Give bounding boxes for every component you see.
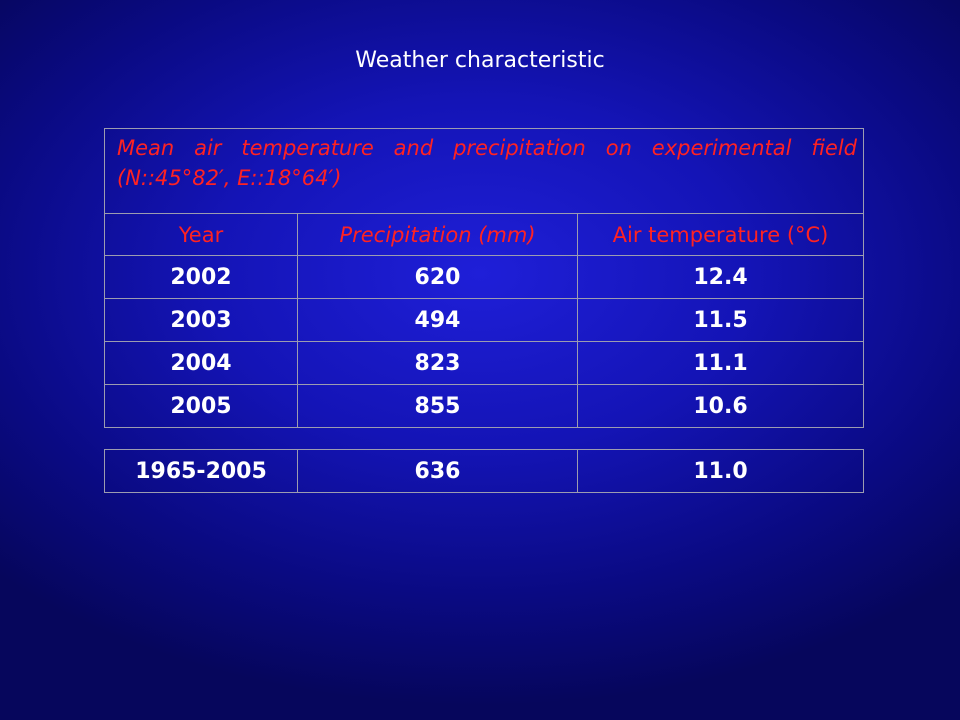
temperature-cell: 12.4 — [576, 255, 865, 299]
temperature-cell: 11.5 — [576, 298, 865, 342]
weather-table: Mean air temperature and precipitation o… — [103, 128, 865, 428]
year-cell: 2002 — [104, 255, 298, 299]
slide-title: Weather characteristic — [355, 48, 605, 73]
summary-table: 1965-2005 636 11.0 — [104, 449, 864, 493]
temperature-cell: 10.6 — [576, 384, 865, 428]
year-cell: 2003 — [104, 298, 298, 342]
header-air-temperature: Air temperature (°C) — [576, 213, 865, 256]
table-caption: Mean air temperature and precipitation o… — [103, 128, 865, 214]
mean-precipitation-cell: 636 — [297, 449, 578, 493]
header-precipitation: Precipitation (mm) — [297, 213, 578, 256]
table-row: 2005 855 10.6 — [104, 384, 865, 428]
summary-row: 1965-2005 636 11.0 — [104, 449, 864, 493]
year-cell: 2005 — [104, 384, 298, 428]
table-row: 2003 494 11.5 — [104, 298, 865, 342]
precipitation-cell: 494 — [297, 298, 578, 342]
table-row: 2002 620 12.4 — [104, 255, 865, 299]
header-row: Year Precipitation (mm) Air temperature … — [104, 213, 865, 256]
precipitation-cell: 855 — [297, 384, 578, 428]
table-row: 2004 823 11.1 — [104, 341, 865, 385]
year-cell: 2004 — [104, 341, 298, 385]
temperature-cell: 11.1 — [576, 341, 865, 385]
period-cell: 1965-2005 — [104, 449, 298, 493]
header-year: Year — [104, 213, 298, 256]
caption-row: Mean air temperature and precipitation o… — [103, 128, 865, 214]
precipitation-cell: 823 — [297, 341, 578, 385]
precipitation-cell: 620 — [297, 255, 578, 299]
mean-temperature-cell: 11.0 — [577, 449, 864, 493]
